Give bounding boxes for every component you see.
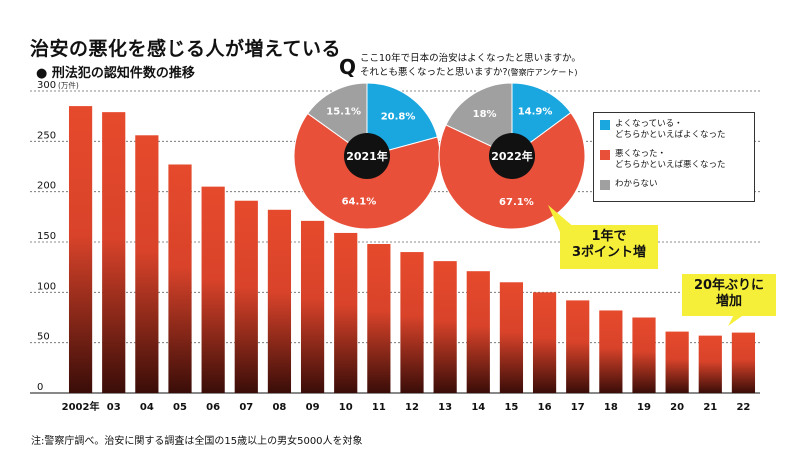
- x-tick-label: 2002年: [62, 400, 100, 413]
- bar: [433, 261, 457, 393]
- pie-slice-label: 20.8%: [381, 111, 416, 122]
- legend-item-worse: 悪くなった・ どちらかといえば悪くなった: [600, 149, 726, 171]
- chart-subtitle: ● 刑法犯の認知件数の推移: [36, 66, 195, 81]
- bar: [466, 271, 490, 393]
- bar: [665, 331, 689, 393]
- survey-question-line2: それとも悪くなったと思いますか?(警察庁アンケート): [360, 66, 581, 80]
- survey-question: ここ10年で日本の治安はよくなったと思いますか。 それとも悪くなったと思いますか…: [360, 52, 581, 80]
- pie-center: [489, 133, 535, 179]
- bar: [334, 232, 358, 393]
- x-tick-label: 06: [206, 402, 220, 413]
- pie-charts: 20.8% 64.1% 15.1% 2021年 14.9% 67.1% 18% 2022年: [293, 82, 586, 230]
- x-tick-label: 19: [637, 402, 651, 413]
- bar: [300, 220, 325, 393]
- y-axis-unit: (万件): [58, 80, 79, 90]
- bar: [135, 135, 159, 393]
- x-tick-label: 21: [703, 402, 717, 413]
- bar: [731, 332, 756, 393]
- x-tick-label: 08: [272, 402, 286, 413]
- legend-label-worse: 悪くなった・ どちらかといえば悪くなった: [615, 149, 726, 170]
- bar: [400, 252, 424, 393]
- legend-item-unknown: わからない: [600, 179, 658, 190]
- x-tick-label: 22: [736, 402, 750, 413]
- bar: [267, 209, 292, 393]
- y-tick-label: 50: [37, 332, 50, 343]
- y-tick-label: 200: [37, 181, 56, 192]
- bar: [698, 335, 722, 393]
- x-tick-label: 13: [438, 402, 452, 413]
- bar: [68, 106, 93, 393]
- chart-title: 治安の悪化を感じる人が増えている: [30, 38, 342, 60]
- x-tick-label: 17: [571, 402, 585, 413]
- bar: [632, 317, 656, 393]
- pie-slice: [306, 82, 368, 157]
- pie-slice: [366, 82, 439, 157]
- x-tick-label: 20: [670, 402, 684, 413]
- y-tick-label: 300: [37, 80, 56, 91]
- bar: [532, 292, 557, 393]
- x-tick-label: 10: [339, 402, 353, 413]
- pie-slice: [511, 82, 572, 157]
- x-tick-label: 03: [107, 402, 121, 413]
- pie-year-label: 2022年: [491, 149, 533, 163]
- legend-swatch-unknown: [600, 180, 610, 190]
- pie-year-label: 2021年: [346, 149, 388, 163]
- x-tick-label: 11: [372, 402, 386, 413]
- pie-slice-label: 18%: [473, 109, 497, 120]
- pie-slice-label: 15.1%: [326, 107, 361, 118]
- y-axis: 0 50 100 150 200 250 300 (万件): [37, 80, 79, 393]
- legend-label-unknown: わからない: [615, 179, 658, 189]
- callout-year-increase: 20年ぶりに 増加: [682, 274, 776, 316]
- x-tick-label: 05: [173, 402, 187, 413]
- pie-center: [344, 133, 390, 179]
- legend-swatch-worse: [600, 150, 610, 160]
- source-note: 注:警察庁調べ。治安に関する調査は全国の15歳以上の男女5000人を対象: [31, 436, 363, 447]
- survey-question-line1: ここ10年で日本の治安はよくなったと思いますか。: [360, 53, 581, 64]
- x-tick-label: 04: [140, 402, 154, 413]
- legend-label-improved: よくなっている・ どちらかといえばよくなった: [615, 119, 726, 140]
- x-tick-label: 07: [239, 402, 253, 413]
- legend-item-improved: よくなっている・ どちらかといえばよくなった: [600, 119, 726, 141]
- y-tick-label: 250: [37, 130, 56, 141]
- x-tick-label: 18: [604, 402, 618, 413]
- survey-source: (警察庁アンケート): [507, 68, 578, 77]
- bar: [599, 310, 623, 393]
- y-tick-label: 150: [37, 231, 56, 242]
- x-tick-label: 12: [405, 402, 419, 413]
- pie-slice: [445, 82, 513, 157]
- question-mark: Q: [339, 55, 357, 79]
- bar: [566, 300, 590, 393]
- bar: [499, 282, 524, 393]
- bar: [367, 244, 391, 393]
- bar: [234, 200, 258, 393]
- y-tick-label: 100: [37, 281, 56, 292]
- callout-percent-increase: 1年で 3ポイント増: [560, 225, 658, 269]
- x-tick-label: 09: [306, 402, 320, 413]
- legend: よくなっている・ どちらかといえばよくなった 悪くなった・ どちらかといえば悪く…: [593, 112, 755, 202]
- bar: [102, 112, 126, 393]
- chart-subtitle-text: 刑法犯の認知件数の推移: [51, 66, 195, 81]
- legend-swatch-improved: [600, 120, 610, 130]
- pie-slice-label: 64.1%: [342, 197, 377, 208]
- pie-slice-label: 14.9%: [518, 106, 553, 117]
- survey-question-line2-text: それとも悪くなったと思いますか?: [360, 67, 508, 78]
- pie-slice-label: 67.1%: [499, 197, 534, 208]
- x-tick-label: 15: [504, 402, 518, 413]
- bar: [168, 164, 192, 393]
- x-tick-label: 14: [471, 402, 485, 413]
- y-tick-label: 0: [37, 382, 43, 393]
- bar-series: [68, 106, 756, 393]
- bar: [201, 186, 225, 393]
- x-tick-label: 16: [538, 402, 552, 413]
- x-axis: 2002年 03 04 05 06 07 08 09 10 11 12 13 14 15 16 17 18 19 2…: [62, 400, 751, 413]
